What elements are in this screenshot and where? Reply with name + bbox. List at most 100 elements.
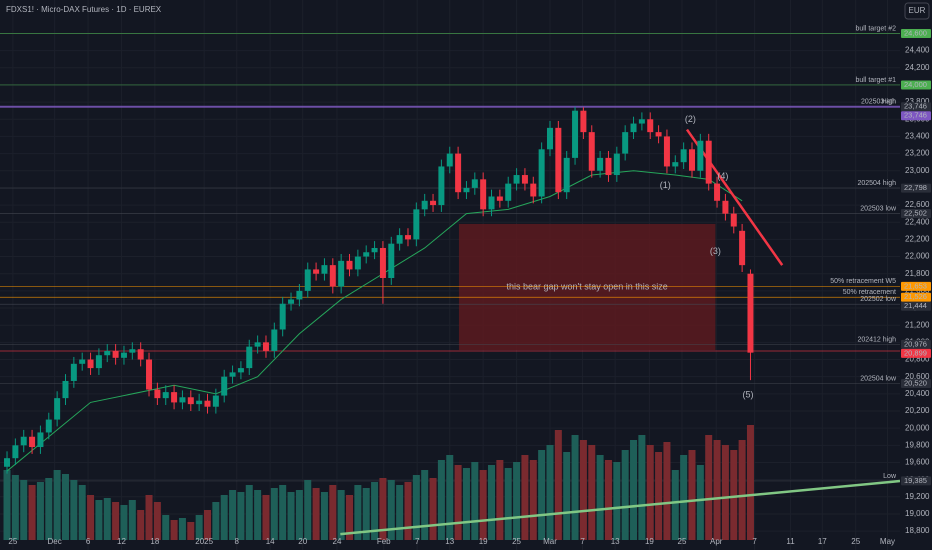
candle-body xyxy=(196,400,203,405)
level-label: 24,000 xyxy=(904,80,927,89)
x-tick-label: 7 xyxy=(752,537,757,546)
y-tick-label: 23,200 xyxy=(905,149,930,158)
candle-body xyxy=(120,352,127,358)
volume-bar xyxy=(20,480,28,540)
x-tick-label: 24 xyxy=(333,537,342,546)
level-note: 50% retracement xyxy=(843,289,896,296)
volume-bar xyxy=(688,450,696,540)
volume-bar xyxy=(170,520,178,540)
candle-body xyxy=(597,157,604,171)
candle-body xyxy=(154,389,161,399)
volume-bar xyxy=(588,445,596,540)
candle-body xyxy=(688,149,695,171)
candle-body xyxy=(379,247,386,279)
y-tick-label: 20,200 xyxy=(905,406,930,415)
volume-bar xyxy=(705,435,713,540)
volume-bar xyxy=(112,502,120,540)
y-tick-label: 20,400 xyxy=(905,389,930,398)
y-tick-label: 19,000 xyxy=(905,509,930,518)
volume-bar xyxy=(95,500,103,540)
candle-body xyxy=(79,359,86,364)
level-label: 21,526 xyxy=(904,292,927,301)
x-tick-label: 18 xyxy=(150,537,159,546)
gap-zone xyxy=(458,223,716,351)
candle-body xyxy=(388,243,395,279)
y-tick-label: 22,400 xyxy=(905,217,930,226)
volume-bar xyxy=(337,490,345,540)
candle-body xyxy=(54,398,61,420)
volume-bar xyxy=(404,482,412,540)
candle-body xyxy=(438,166,445,206)
candle-body xyxy=(95,355,102,369)
candle-body xyxy=(12,445,19,459)
candle-body xyxy=(20,436,27,446)
level-label: 22,502 xyxy=(904,208,927,217)
candle-body xyxy=(471,179,478,188)
volume-bar xyxy=(245,485,253,540)
level-label: 24,600 xyxy=(904,28,927,37)
candle-body xyxy=(321,265,328,274)
volume-bar xyxy=(655,452,663,540)
candle-body xyxy=(304,269,311,291)
candle-body xyxy=(697,140,704,171)
volume-bar xyxy=(488,465,496,540)
volume-bar xyxy=(680,455,688,540)
candle-body xyxy=(638,119,645,124)
candle-body xyxy=(229,372,236,377)
volume-bar xyxy=(53,470,61,540)
volume-bar xyxy=(304,480,312,540)
candle-body xyxy=(705,140,712,184)
level-label: 21,444 xyxy=(904,301,927,310)
volume-bar xyxy=(613,462,621,540)
candle-body xyxy=(463,187,470,193)
trend-line xyxy=(340,479,901,536)
x-tick-label: Dec xyxy=(48,537,62,546)
volume-bar xyxy=(696,465,704,540)
volume-bar xyxy=(254,490,262,540)
level-note: 202503 ath xyxy=(861,99,896,106)
volume-bar xyxy=(212,502,220,540)
volume-bar xyxy=(412,475,420,540)
y-tick-label: 22,200 xyxy=(905,235,930,244)
volume-bar xyxy=(663,442,671,540)
level-note: 202504 low xyxy=(860,375,897,382)
level-box xyxy=(901,80,931,90)
level-box xyxy=(901,102,931,112)
level-label: 19,385 xyxy=(904,476,927,485)
candle-body xyxy=(488,196,495,210)
candle-body xyxy=(4,458,11,467)
volume-bar xyxy=(571,435,579,540)
candle-body xyxy=(129,349,136,353)
x-tick-label: 12 xyxy=(117,537,126,546)
x-tick-label: 25 xyxy=(678,537,687,546)
candle-body xyxy=(521,175,528,184)
candle-body xyxy=(480,179,487,210)
level-label: 20,520 xyxy=(904,379,927,388)
volume-bar xyxy=(646,445,654,540)
volume-bar xyxy=(730,450,738,540)
level-label: 23,746 xyxy=(904,111,927,120)
volume-bar xyxy=(604,460,612,540)
x-tick-label: 19 xyxy=(645,537,654,546)
level-label: 20,976 xyxy=(904,339,927,348)
volume-bar xyxy=(36,482,44,540)
volume-bar xyxy=(61,474,69,540)
y-tick-label: 19,800 xyxy=(905,440,930,449)
y-tick-label: 23,000 xyxy=(905,166,930,175)
currency-box[interactable] xyxy=(904,2,930,20)
candle-body xyxy=(421,200,428,210)
candle-body xyxy=(254,342,261,347)
candle-body xyxy=(413,209,420,240)
volume-bar xyxy=(178,518,186,540)
volume-bar xyxy=(513,462,521,540)
candle-body xyxy=(288,299,295,304)
volume-bar xyxy=(70,480,78,540)
volume-bar xyxy=(462,468,470,540)
currency[interactable]: EUR xyxy=(909,6,926,15)
y-tick-label: 21,800 xyxy=(905,269,930,278)
level-note: Low xyxy=(883,473,897,480)
level-box xyxy=(901,183,931,193)
candle-body xyxy=(747,273,754,353)
volume-bar xyxy=(346,495,354,540)
level-note: 202503 low xyxy=(860,205,897,212)
